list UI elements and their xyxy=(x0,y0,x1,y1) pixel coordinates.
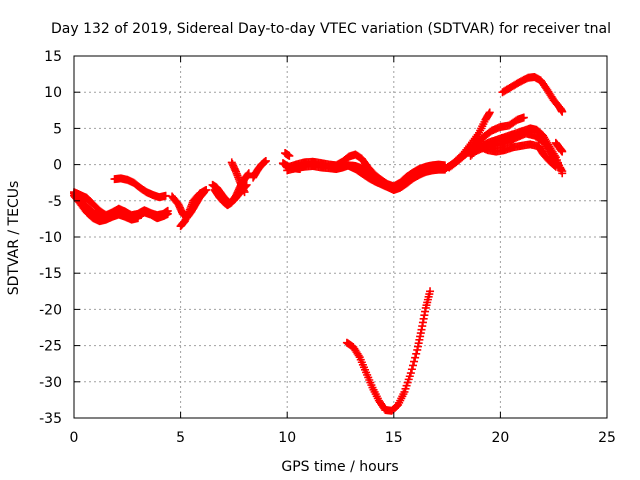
series-track-j xyxy=(249,156,270,182)
data-point xyxy=(133,214,142,223)
data-point xyxy=(354,351,363,360)
y-tick-label: -35 xyxy=(39,411,62,427)
y-tick-label: -5 xyxy=(48,194,62,210)
y-tick-label: -20 xyxy=(39,302,62,318)
x-tick-label: 10 xyxy=(278,430,296,446)
data-points xyxy=(70,72,567,415)
chart-title: Day 132 of 2019, Sidereal Day-to-day VTE… xyxy=(51,21,611,37)
series-track-p xyxy=(342,287,435,415)
x-tick-label: 25 xyxy=(598,430,616,446)
series-track-w xyxy=(498,72,567,116)
data-point xyxy=(202,185,211,194)
series-track-u xyxy=(475,140,560,171)
data-point xyxy=(410,357,419,366)
data-point xyxy=(411,353,420,362)
series-track-k xyxy=(281,149,294,160)
data-point xyxy=(285,151,294,160)
y-axis-label: SDTVAR / TECUs xyxy=(6,181,22,296)
data-point xyxy=(261,156,270,165)
data-point xyxy=(558,167,567,176)
data-point xyxy=(550,161,559,170)
data-point xyxy=(557,165,566,174)
y-tick-label: 5 xyxy=(53,121,62,137)
data-point xyxy=(412,349,421,358)
data-point xyxy=(240,188,249,197)
x-tick-label: 0 xyxy=(70,430,79,446)
data-point xyxy=(408,361,417,370)
x-tick-label: 5 xyxy=(176,430,185,446)
axis-ticks: 0 5 10 15 20 25 15 10 5 0 -5 -10 -15 -20 -25 -30 -35 xyxy=(39,49,616,446)
y-tick-label: -10 xyxy=(39,230,62,246)
x-tick-label: 15 xyxy=(385,430,403,446)
data-point xyxy=(551,162,560,171)
x-tick-label: 20 xyxy=(491,430,509,446)
x-axis-label: GPS time / hours xyxy=(281,459,398,475)
data-point xyxy=(485,108,494,117)
grid-lines xyxy=(74,56,607,418)
data-point xyxy=(407,365,416,374)
data-point xyxy=(519,113,528,122)
series-track-f xyxy=(176,185,211,231)
y-tick-label: -30 xyxy=(39,375,62,391)
y-tick-label: -15 xyxy=(39,266,62,282)
y-tick-label: 15 xyxy=(44,49,62,65)
series-track-i xyxy=(227,158,249,197)
data-point xyxy=(426,287,435,296)
y-tick-label: 10 xyxy=(44,85,62,101)
series-track-o xyxy=(345,162,449,194)
y-tick-label: -25 xyxy=(39,339,62,355)
series-track-c xyxy=(70,191,142,226)
data-point xyxy=(558,107,567,116)
series-track-d xyxy=(110,174,170,202)
data-point xyxy=(163,209,172,218)
data-point xyxy=(558,147,567,156)
data-point xyxy=(406,369,415,378)
series-track-v xyxy=(551,138,567,156)
y-tick-label: 0 xyxy=(53,158,62,174)
